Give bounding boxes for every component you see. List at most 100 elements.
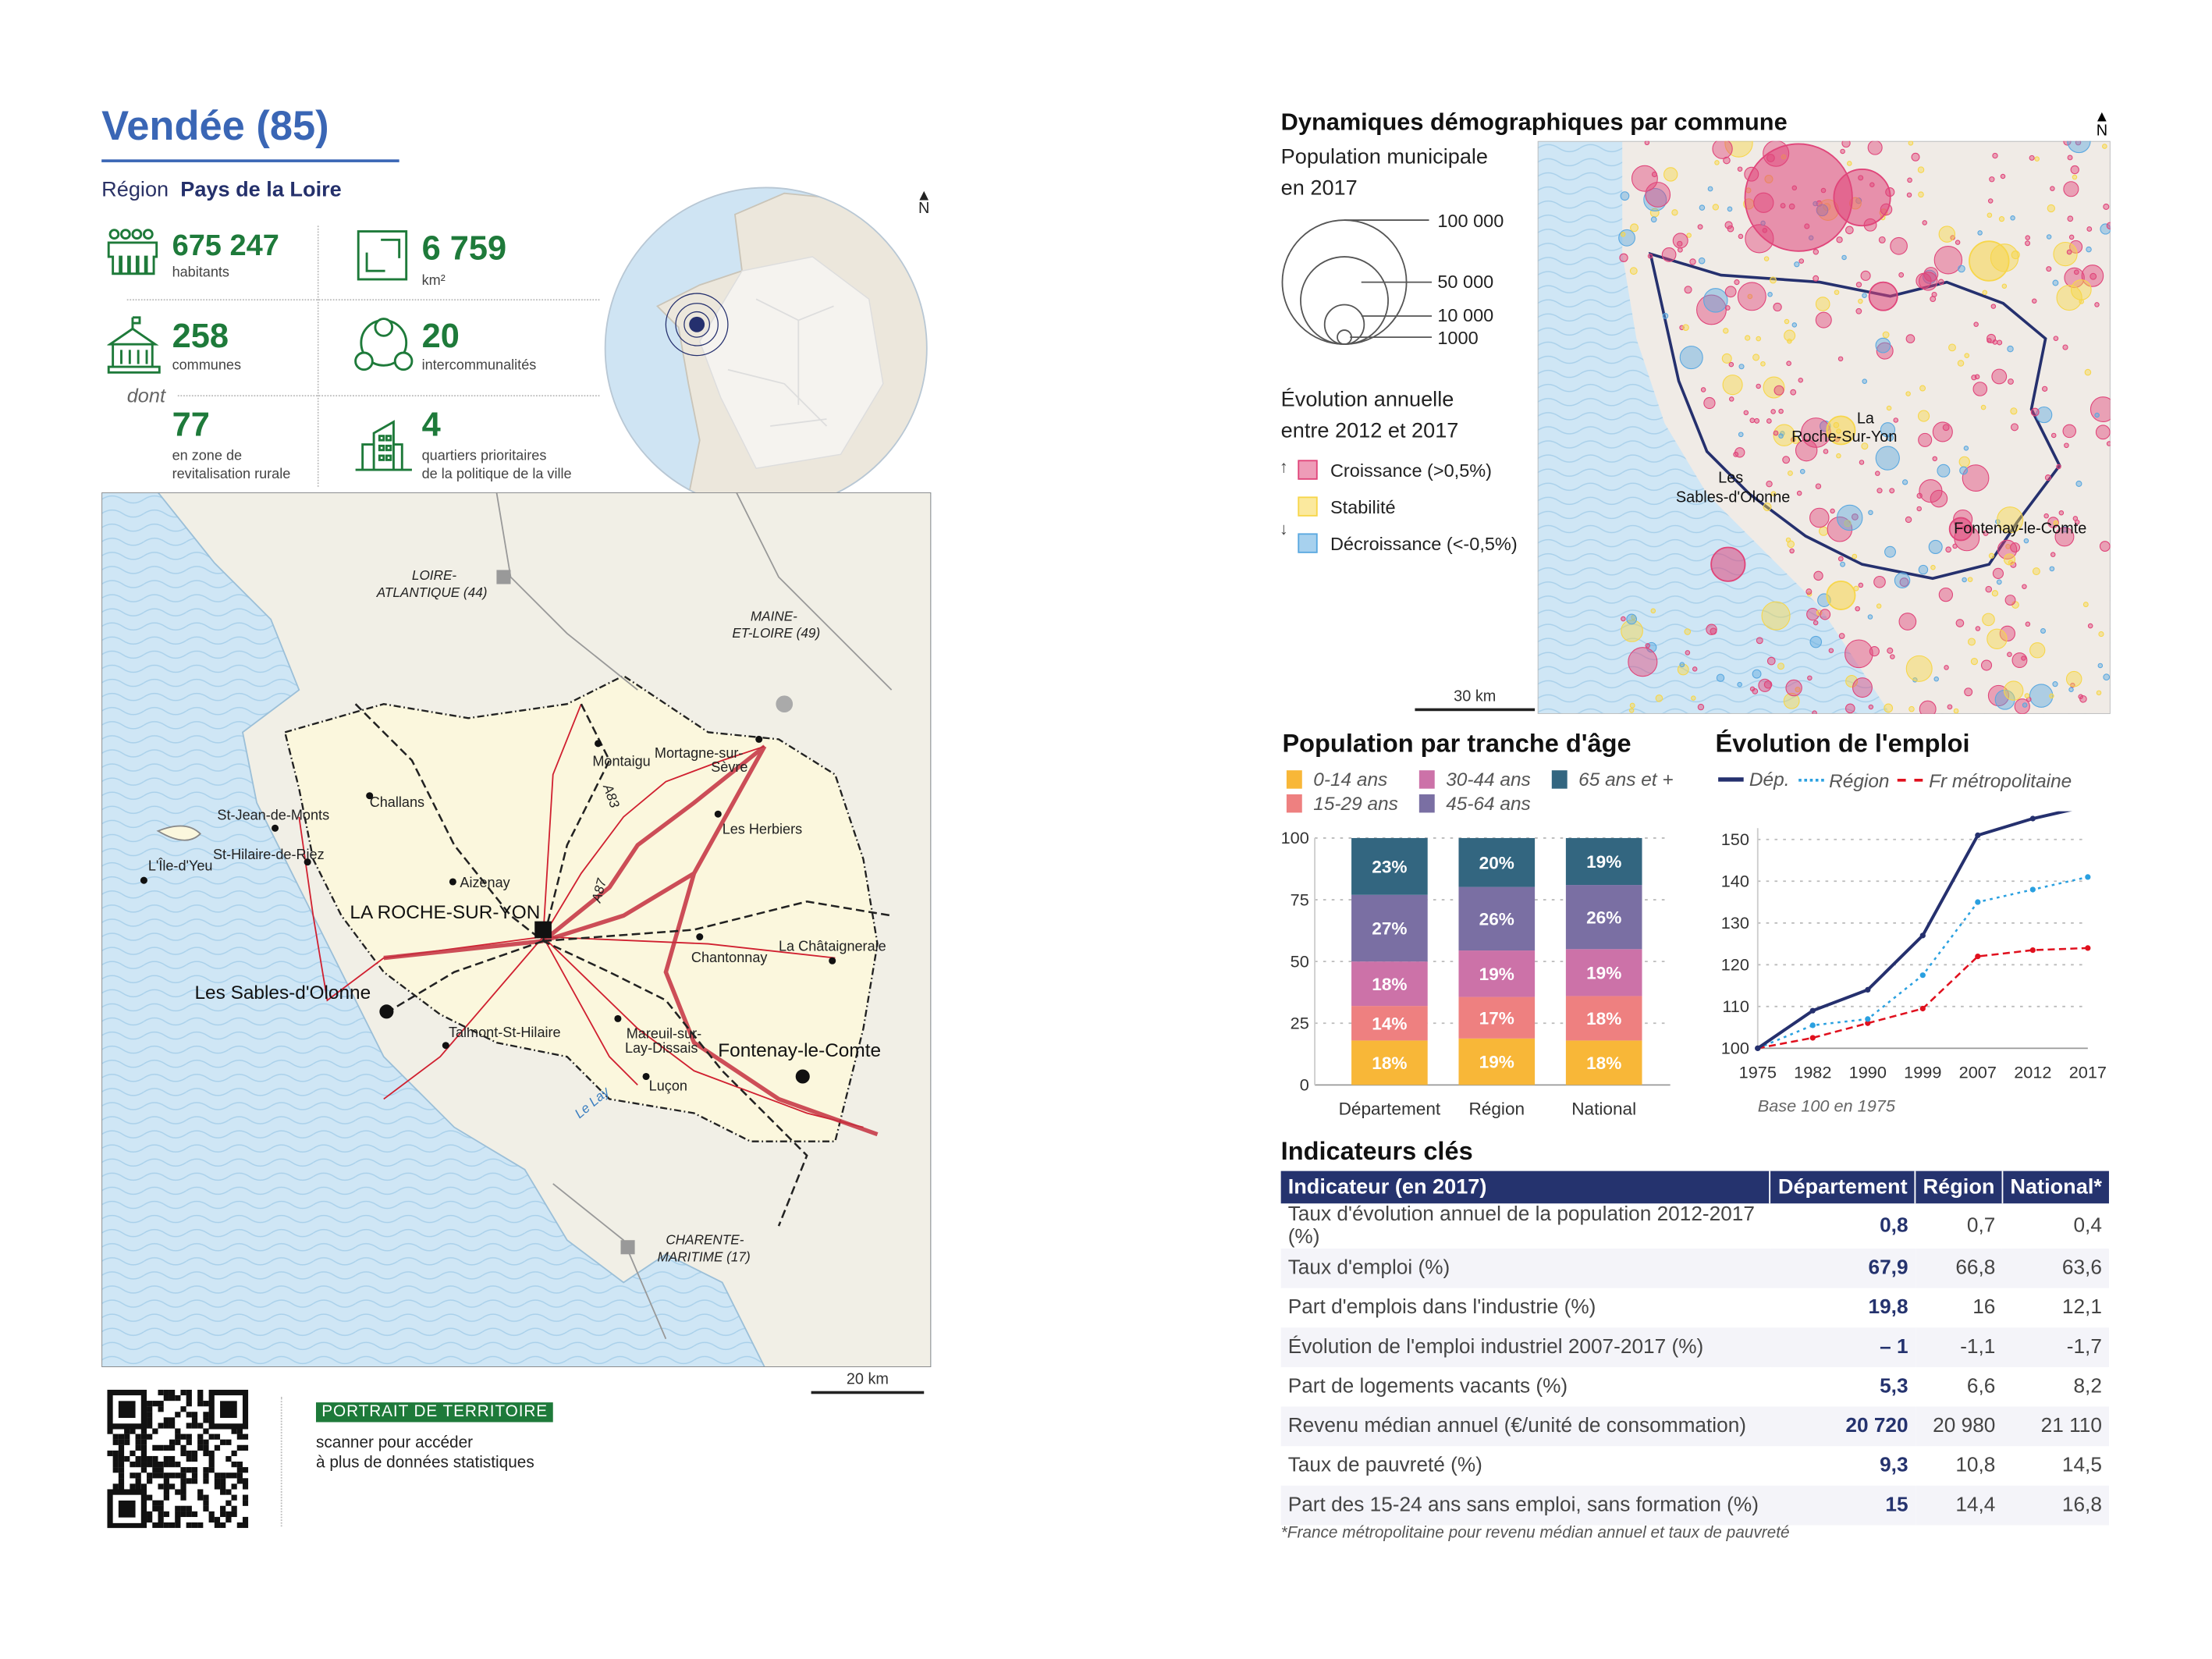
commune-bubble [2084, 368, 2092, 376]
qr-module [169, 1417, 176, 1423]
table-row: Part des 15-24 ans sans emploi, sans for… [1280, 1485, 2109, 1526]
commune-bubble [1944, 665, 1949, 670]
commune-bubble [2079, 299, 2084, 304]
vendee-road-map[interactable]: LOIRE- ATLANTIQUE (44) MAINE- ET-LOIRE (… [101, 492, 932, 1367]
evol-legend-title: Évolution annuelle entre 2012 et 2017 [1281, 385, 1459, 448]
commune-bubble [2069, 240, 2083, 254]
qr-module [163, 1455, 169, 1462]
commune-bubble [2066, 249, 2072, 255]
commune-bubble [1945, 546, 1952, 553]
qr-code[interactable] [107, 1389, 249, 1529]
employment-line-chart: 100 110 120 130 140 150 1975 1982 1990 1999 2007 20… [1721, 811, 2107, 1082]
commune-bubble [1882, 331, 1890, 339]
qr-module [203, 1439, 209, 1445]
demo-map-scale-label: 30 km [1454, 688, 1497, 705]
commune-bubble [1684, 628, 1692, 635]
qr-module [140, 1455, 147, 1462]
qr-module [140, 1450, 147, 1457]
commune-bubble [1868, 510, 1873, 516]
x-tick-label: 2012 [2014, 1062, 2051, 1082]
commune-bubble [1868, 281, 1898, 311]
qr-module [242, 1483, 249, 1490]
north-arrow: ▲ N [915, 187, 932, 217]
qr-module [220, 1483, 226, 1490]
y-tick-label: 100 [1281, 828, 1309, 847]
commune-bubble [1964, 687, 1973, 697]
commune-bubble [2052, 279, 2059, 286]
qr-module [118, 1478, 125, 1484]
commune-bubble [1815, 483, 1822, 489]
commune-bubble [1756, 336, 1762, 342]
commune-bubble [1971, 375, 1977, 381]
commune-bubble [1662, 313, 1669, 319]
commune-bubble [1796, 490, 1802, 496]
map-label: L'Île-d'Yeu [148, 858, 213, 874]
bar-segment [1458, 950, 1536, 997]
commune-bubble [1958, 456, 1970, 468]
table-row: Taux de pauvreté (%) 9,3 10,8 14,5 [1281, 1446, 2109, 1486]
commune-bubble [2090, 396, 2111, 422]
indicator-value: -1,7 [2002, 1327, 2109, 1367]
data-point [1975, 832, 1981, 839]
commune-bubble [1813, 620, 1819, 626]
legend-swatch [1418, 794, 1435, 813]
qr-finder [220, 1401, 237, 1419]
commune-bubble [1851, 513, 1859, 520]
evol-legend-item: Décroissance (<-0,5%) [1298, 525, 1518, 562]
commune-bubble [1833, 169, 1891, 227]
employment-chart-title: Évolution de l'emploi [1715, 729, 1970, 758]
commune-bubble [1862, 378, 1868, 384]
population-value: 675 247 [172, 229, 279, 263]
title-underline [101, 159, 399, 162]
commune-bubble [2054, 527, 2075, 547]
demographic-map[interactable] [1537, 140, 2111, 714]
commune-bubble [1836, 453, 1841, 459]
legend-swatch [1286, 770, 1302, 789]
commune-bubble [1809, 635, 1823, 648]
qr-module [225, 1439, 232, 1445]
qr-module [203, 1505, 209, 1512]
commune-bubble [1679, 662, 1685, 668]
commune-bubble [2004, 680, 2024, 701]
indicator-value: 19,8 [1868, 1296, 1908, 1320]
commune-bubble [1710, 546, 1746, 582]
commune-bubble [2100, 223, 2111, 235]
commune-bubble [1628, 647, 1658, 677]
qr-module [112, 1439, 119, 1445]
commune-bubble [1908, 705, 1915, 712]
commune-bubble [1745, 335, 1751, 341]
commune-bubble [2049, 566, 2055, 572]
commune-bubble [1991, 590, 1999, 597]
commune-bubble [1699, 204, 1706, 211]
qr-module [236, 1467, 243, 1473]
qr-module [147, 1516, 153, 1523]
commune-bubble [2106, 441, 2111, 446]
qpv-label: quartiers prioritaires de la politique de… [422, 447, 572, 484]
column-header: Indicateur (en 2017) [1280, 1171, 1770, 1204]
column-header: National* [2001, 1171, 2109, 1204]
qr-module [180, 1511, 186, 1518]
qr-module [152, 1467, 158, 1473]
commune-bubble [1770, 491, 1777, 496]
qr-module [140, 1462, 147, 1468]
qr-module [140, 1439, 147, 1445]
data-point [1975, 899, 1981, 905]
y-tick-label: 25 [1291, 1013, 1309, 1032]
commune-bubble [1948, 517, 1973, 542]
map-label: Luçon [649, 1078, 687, 1094]
commune-bubble [1791, 322, 1798, 328]
commune-bubble [1967, 638, 1976, 646]
commune-bubble [1890, 654, 1895, 659]
qr-module [163, 1389, 169, 1396]
legend-line [1798, 779, 1823, 782]
indicator-value: 15 [1770, 1485, 1916, 1526]
commune-bubble [1997, 339, 2003, 346]
qr-module [231, 1462, 237, 1468]
indicator-value: 5,3 [1880, 1375, 1908, 1398]
commune-bubble [1859, 460, 1865, 465]
bar-segment [1565, 1040, 1642, 1085]
qr-module [225, 1500, 232, 1506]
series-line [1757, 947, 2088, 1050]
commune-bubble [1858, 582, 1864, 588]
